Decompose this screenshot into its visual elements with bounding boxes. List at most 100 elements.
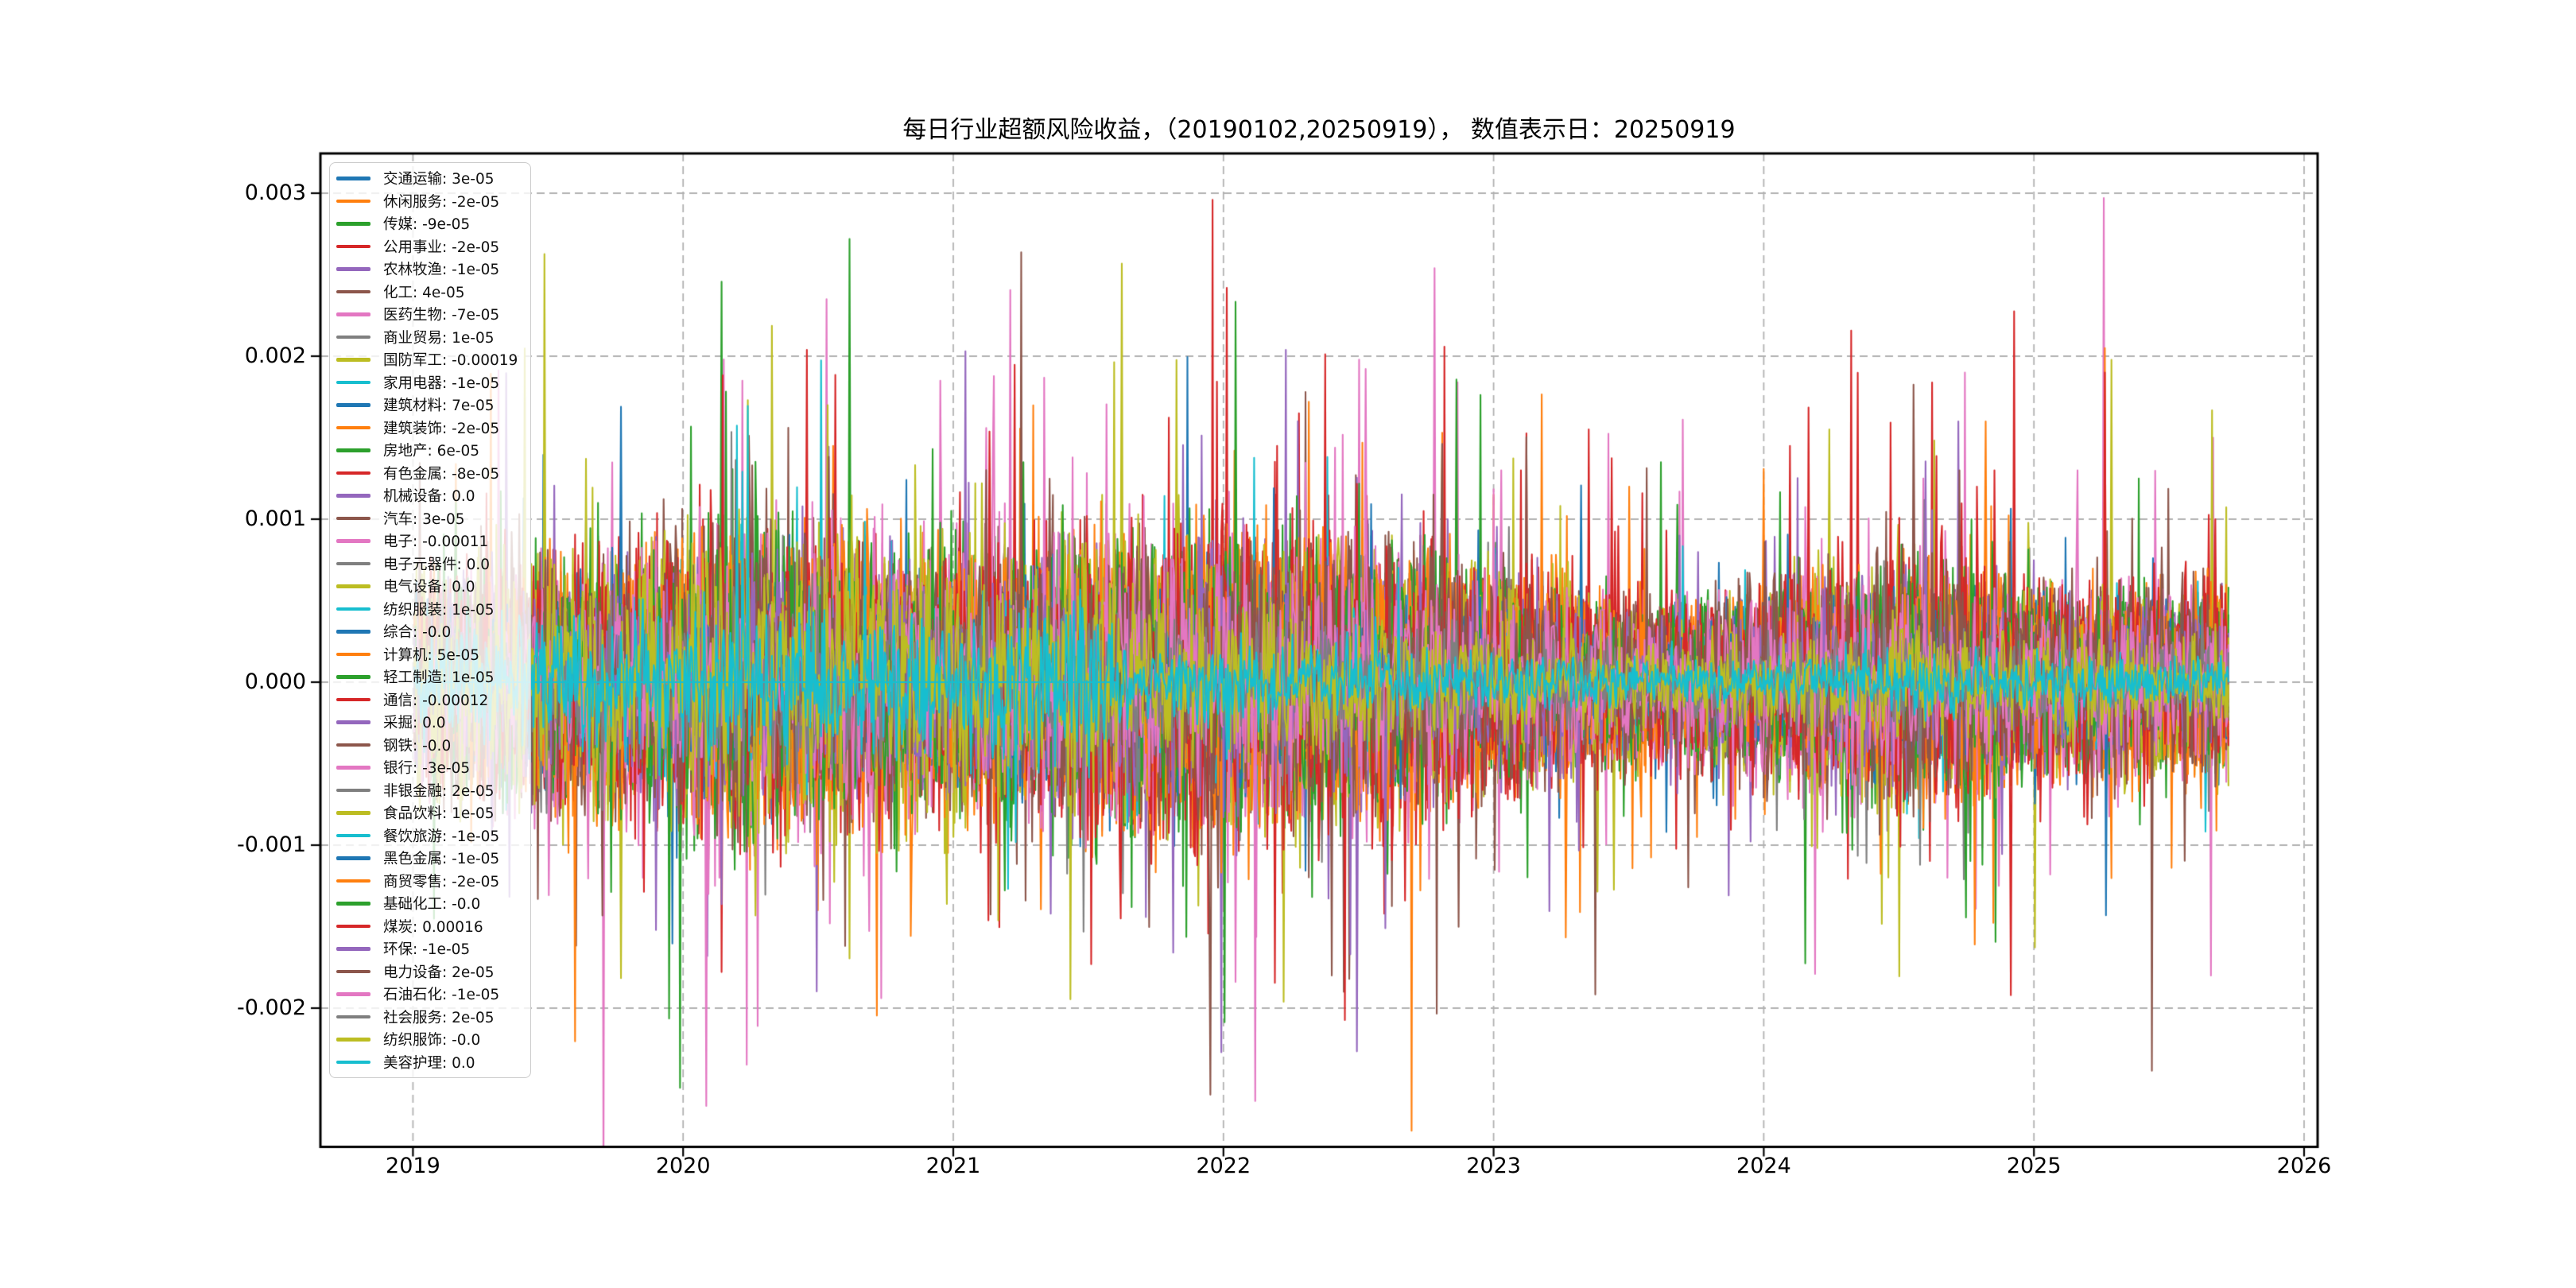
legend-label: 交通运输: 3e-05 bbox=[383, 171, 495, 188]
legend-color-swatch bbox=[336, 471, 370, 475]
legend-item: 汽车: 3e-05 bbox=[336, 507, 518, 530]
legend-item: 银行: -3e-05 bbox=[336, 756, 518, 779]
legend-label: 机械设备: 0.0 bbox=[383, 488, 475, 506]
legend-label: 公用事业: -2e-05 bbox=[383, 239, 500, 256]
y-tick-label: -0.001 bbox=[236, 832, 306, 857]
legend-item: 建筑装饰: -2e-05 bbox=[336, 417, 518, 440]
legend-label: 综合: -0.0 bbox=[383, 624, 452, 642]
legend-label: 建筑材料: 7e-05 bbox=[383, 398, 495, 415]
legend-color-swatch bbox=[336, 244, 370, 248]
legend-color-swatch bbox=[336, 335, 370, 339]
legend-item: 非银金融: 2e-05 bbox=[336, 779, 518, 802]
legend-label: 石油石化: -1e-05 bbox=[383, 987, 500, 1004]
legend-color-swatch bbox=[336, 403, 370, 407]
legend-label: 农林牧渔: -1e-05 bbox=[383, 262, 500, 279]
legend-color-swatch bbox=[336, 561, 370, 565]
legend-label: 有色金属: -8e-05 bbox=[383, 465, 500, 483]
legend-label: 食品饮料: 1e-05 bbox=[383, 805, 495, 823]
legend-color-swatch bbox=[336, 425, 370, 429]
legend-item: 公用事业: -2e-05 bbox=[336, 235, 518, 258]
legend-item: 美容护理: 0.0 bbox=[336, 1051, 518, 1074]
legend-item: 医药生物: -7e-05 bbox=[336, 303, 518, 326]
legend-color-swatch bbox=[336, 652, 370, 656]
legend-item: 石油石化: -1e-05 bbox=[336, 983, 518, 1006]
legend-label: 美容护理: 0.0 bbox=[383, 1054, 475, 1072]
legend-color-swatch bbox=[336, 607, 370, 611]
legend-color-swatch bbox=[336, 788, 370, 792]
legend-item: 传媒: -9e-05 bbox=[336, 212, 518, 235]
x-tick-label: 2026 bbox=[2276, 1154, 2332, 1178]
legend-item: 电子: -0.00011 bbox=[336, 530, 518, 553]
legend-color-swatch bbox=[336, 199, 370, 203]
y-tick-label: 0.000 bbox=[244, 669, 306, 694]
y-tick-label: -0.002 bbox=[236, 995, 306, 1020]
x-tick-label: 2021 bbox=[925, 1154, 981, 1178]
legend-color-swatch bbox=[336, 584, 370, 588]
legend-color-swatch bbox=[336, 358, 370, 362]
legend-item: 休闲服务: -2e-05 bbox=[336, 190, 518, 213]
legend-label: 电力设备: 2e-05 bbox=[383, 964, 495, 981]
legend-item: 通信: -0.00012 bbox=[336, 689, 518, 712]
legend-label: 基础化工: -0.0 bbox=[383, 896, 481, 914]
legend-item: 商业贸易: 1e-05 bbox=[336, 326, 518, 349]
legend-item: 餐饮旅游: -1e-05 bbox=[336, 824, 518, 848]
legend-color-swatch bbox=[336, 879, 370, 883]
legend-item: 电力设备: 2e-05 bbox=[336, 960, 518, 983]
legend-label: 银行: -3e-05 bbox=[383, 760, 471, 778]
x-tick-label: 2020 bbox=[655, 1154, 711, 1178]
legend-label: 社会服务: 2e-05 bbox=[383, 1009, 495, 1026]
legend-item: 环保: -1e-05 bbox=[336, 937, 518, 960]
legend-color-swatch bbox=[336, 630, 370, 634]
legend-item: 社会服务: 2e-05 bbox=[336, 1006, 518, 1029]
legend-item: 纺织服装: 1e-05 bbox=[336, 598, 518, 621]
legend-label: 汽车: 3e-05 bbox=[383, 510, 465, 528]
legend-item: 食品饮料: 1e-05 bbox=[336, 801, 518, 824]
legend-label: 餐饮旅游: -1e-05 bbox=[383, 828, 500, 845]
legend-color-swatch bbox=[336, 856, 370, 860]
legend-label: 商业贸易: 1e-05 bbox=[383, 329, 495, 347]
legend-color-swatch bbox=[336, 1014, 370, 1018]
legend-label: 黑色金属: -1e-05 bbox=[383, 851, 500, 868]
x-tick-label: 2023 bbox=[1466, 1154, 1521, 1178]
legend-color-swatch bbox=[336, 222, 370, 226]
legend-color-swatch bbox=[336, 833, 370, 837]
legend-item: 基础化工: -0.0 bbox=[336, 892, 518, 915]
legend-label: 煤炭: 0.00016 bbox=[383, 918, 483, 936]
legend-color-swatch bbox=[336, 697, 370, 701]
legend-item: 房地产: 6e-05 bbox=[336, 439, 518, 462]
legend-color-swatch bbox=[336, 811, 370, 815]
legend-item: 交通运输: 3e-05 bbox=[336, 167, 518, 190]
legend-label: 纺织服装: 1e-05 bbox=[383, 601, 495, 619]
legend-label: 建筑装饰: -2e-05 bbox=[383, 420, 500, 437]
legend-color-swatch bbox=[336, 289, 370, 293]
legend-color-swatch bbox=[336, 902, 370, 906]
legend-item: 化工: 4e-05 bbox=[336, 281, 518, 304]
legend-color-swatch bbox=[336, 516, 370, 520]
x-tick-label: 2024 bbox=[1736, 1154, 1791, 1178]
legend-item: 黑色金属: -1e-05 bbox=[336, 847, 518, 870]
legend-item: 纺织服饰: -0.0 bbox=[336, 1028, 518, 1051]
legend-label: 轻工制造: 1e-05 bbox=[383, 669, 495, 687]
legend-color-swatch bbox=[336, 177, 370, 180]
legend-label: 采掘: 0.0 bbox=[383, 715, 446, 732]
legend-item: 钢铁: -0.0 bbox=[336, 734, 518, 757]
legend-label: 商贸零售: -2e-05 bbox=[383, 873, 500, 890]
legend-item: 采掘: 0.0 bbox=[336, 711, 518, 734]
legend-color-swatch bbox=[336, 539, 370, 543]
legend-item: 计算机: 5e-05 bbox=[336, 643, 518, 666]
x-tick-label: 2022 bbox=[1196, 1154, 1251, 1178]
legend-color-swatch bbox=[336, 380, 370, 384]
legend-label: 化工: 4e-05 bbox=[383, 284, 465, 301]
legend-item: 电气设备: 0.0 bbox=[336, 575, 518, 598]
legend-color-swatch bbox=[336, 448, 370, 452]
legend-item: 煤炭: 0.00016 bbox=[336, 915, 518, 938]
legend-color-swatch bbox=[336, 924, 370, 928]
legend-color-swatch bbox=[336, 720, 370, 724]
legend-item: 综合: -0.0 bbox=[336, 620, 518, 643]
legend-item: 轻工制造: 1e-05 bbox=[336, 665, 518, 689]
chart-title: 每日行业超额风险收益，（20190102,20250919）， 数值表示日：20… bbox=[902, 116, 1736, 144]
legend-item: 家用电器: -1e-05 bbox=[336, 371, 518, 394]
legend-label: 电子元器件: 0.0 bbox=[383, 556, 491, 573]
legend-label: 休闲服务: -2e-05 bbox=[383, 193, 500, 211]
